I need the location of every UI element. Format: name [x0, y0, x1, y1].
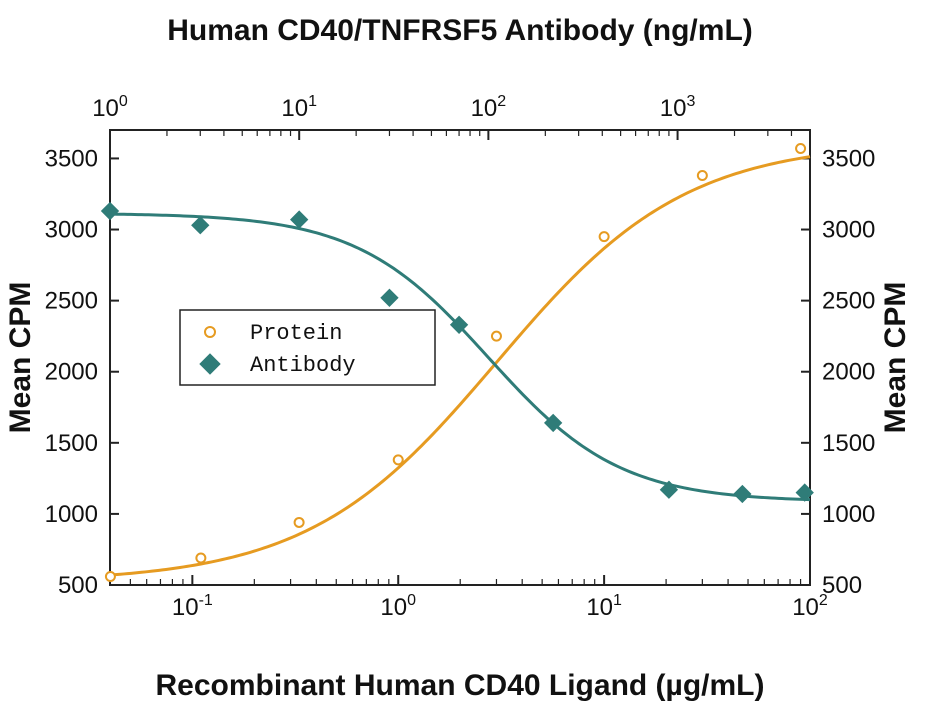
y-tick-label: 1000 [45, 501, 98, 528]
marker-protein [196, 553, 205, 562]
y-tick-label-right: 2000 [822, 359, 875, 386]
y-tick-label-right: 1000 [822, 501, 875, 528]
x-bottom-tick-label: 102 [792, 592, 828, 621]
y-tick-label-right: 3000 [822, 217, 875, 244]
y-tick-label: 2000 [45, 359, 98, 386]
marker-protein [492, 332, 501, 341]
y-tick-label: 2500 [45, 288, 98, 315]
marker-protein [295, 518, 304, 527]
y-tick-label: 3000 [45, 217, 98, 244]
x-top-tick-label: 100 [92, 93, 128, 122]
y-tick-label: 1500 [45, 430, 98, 457]
y-axis-title-left: Mean CPM [4, 282, 37, 434]
y-axis-title-right: Mean CPM [879, 282, 912, 434]
bottom-axis-title: Recombinant Human CD40 Ligand (µg/mL) [156, 669, 765, 702]
marker-protein [106, 572, 115, 581]
marker-antibody [734, 486, 751, 503]
marker-antibody [192, 217, 209, 234]
marker-protein [698, 171, 707, 180]
marker-antibody [381, 289, 398, 306]
y-tick-label-right: 500 [822, 572, 862, 599]
x-top-tick-label: 102 [471, 93, 507, 122]
x-top-tick-label: 103 [660, 93, 696, 122]
legend-marker-protein [205, 327, 215, 337]
y-tick-label-right: 2500 [822, 288, 875, 315]
marker-protein [394, 455, 403, 464]
x-bottom-tick-label: 100 [380, 592, 416, 621]
marker-antibody [102, 203, 119, 220]
marker-protein [600, 232, 609, 241]
y-tick-label-right: 1500 [822, 430, 875, 457]
legend-label: Antibody [250, 353, 356, 378]
y-tick-label: 3500 [45, 145, 98, 172]
top-axis-title: Human CD40/TNFRSF5 Antibody (ng/mL) [167, 14, 753, 47]
x-bottom-tick-label: 10-1 [172, 592, 213, 621]
marker-antibody [291, 211, 308, 228]
legend-label: Protein [250, 321, 342, 346]
y-tick-label: 500 [58, 572, 98, 599]
marker-protein [796, 144, 805, 153]
x-bottom-tick-label: 101 [586, 592, 622, 621]
y-tick-label-right: 3500 [822, 145, 875, 172]
x-top-tick-label: 101 [281, 93, 317, 122]
